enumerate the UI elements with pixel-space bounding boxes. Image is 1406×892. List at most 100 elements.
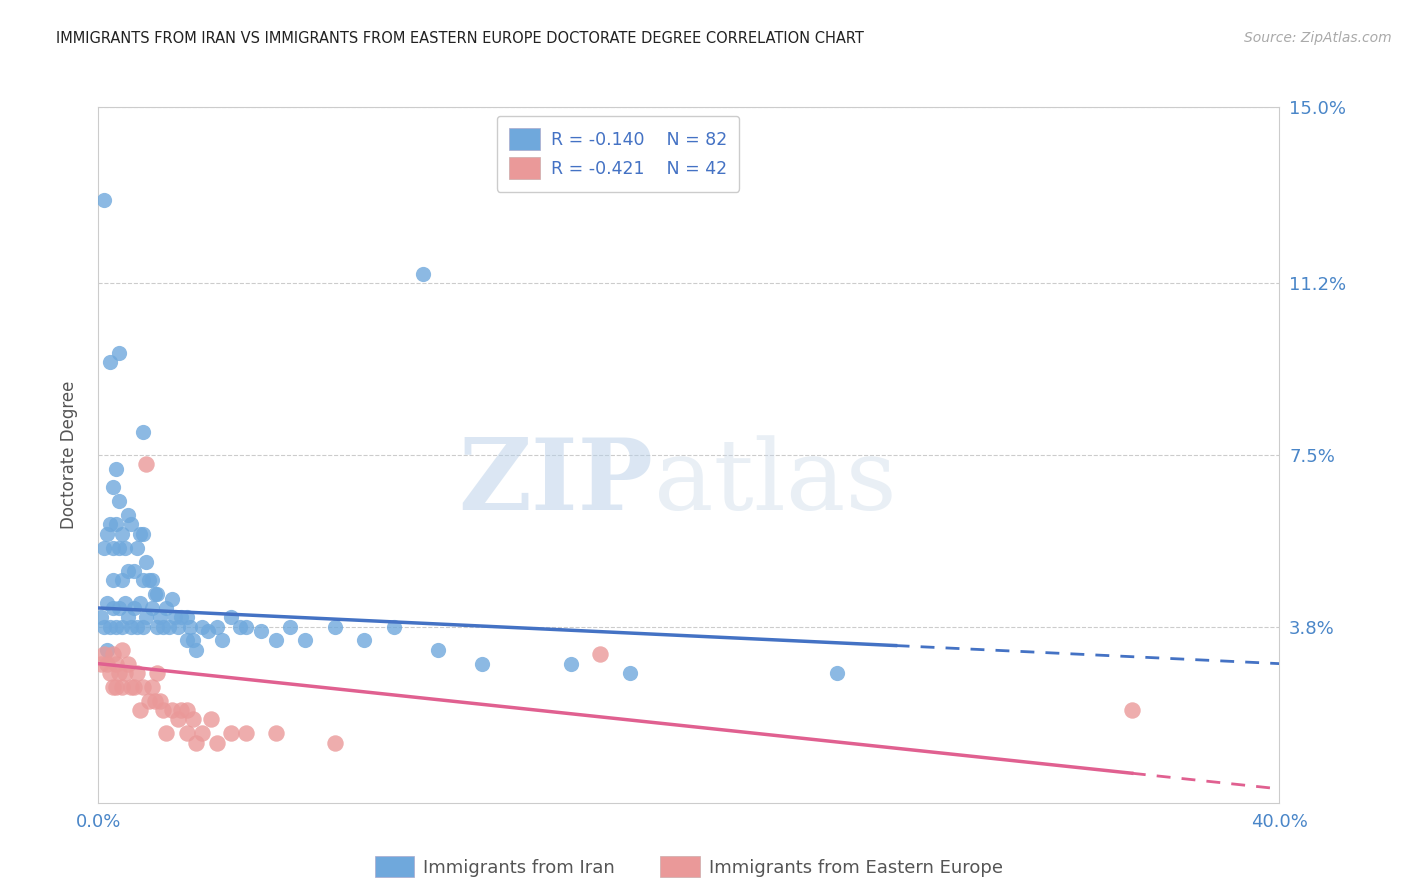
- Text: Source: ZipAtlas.com: Source: ZipAtlas.com: [1244, 31, 1392, 45]
- Point: [128, 596, 150, 610]
- Point: [122, 680, 145, 694]
- Point: [162, 703, 183, 717]
- Point: [211, 633, 233, 648]
- Point: [219, 610, 242, 624]
- Point: [103, 480, 125, 494]
- Point: [294, 633, 316, 648]
- Point: [264, 633, 287, 648]
- Point: [108, 665, 131, 680]
- Point: [120, 680, 142, 694]
- Point: [323, 735, 346, 749]
- Point: [184, 735, 207, 749]
- Point: [114, 541, 136, 555]
- Point: [117, 657, 139, 671]
- Point: [184, 642, 207, 657]
- Point: [560, 657, 582, 671]
- Point: [382, 619, 405, 633]
- Point: [471, 657, 494, 671]
- Point: [152, 619, 174, 633]
- Point: [114, 596, 136, 610]
- Point: [132, 573, 155, 587]
- Point: [93, 541, 115, 555]
- Point: [105, 619, 128, 633]
- Point: [167, 712, 190, 726]
- Point: [191, 726, 214, 740]
- Point: [103, 573, 125, 587]
- Point: [176, 633, 198, 648]
- Point: [93, 648, 115, 662]
- Point: [103, 648, 125, 662]
- Point: [120, 619, 142, 633]
- Point: [103, 541, 125, 555]
- Point: [105, 680, 128, 694]
- Y-axis label: Doctorate Degree: Doctorate Degree: [59, 381, 77, 529]
- Point: [128, 703, 150, 717]
- Point: [176, 726, 198, 740]
- Point: [117, 610, 139, 624]
- Point: [825, 665, 848, 680]
- Point: [138, 694, 160, 708]
- Point: [176, 703, 198, 717]
- Point: [235, 619, 257, 633]
- Point: [103, 680, 125, 694]
- Point: [235, 726, 257, 740]
- Point: [125, 619, 148, 633]
- Point: [200, 712, 222, 726]
- Point: [111, 526, 134, 541]
- Point: [98, 665, 121, 680]
- Point: [229, 619, 252, 633]
- Point: [135, 457, 157, 471]
- Point: [122, 564, 145, 578]
- Point: [98, 619, 121, 633]
- Point: [146, 665, 169, 680]
- Point: [90, 610, 112, 624]
- Point: [146, 587, 169, 601]
- Point: [125, 665, 148, 680]
- Point: [96, 642, 118, 657]
- Point: [146, 619, 169, 633]
- Point: [205, 619, 228, 633]
- Point: [132, 680, 155, 694]
- Point: [619, 665, 641, 680]
- Point: [141, 573, 163, 587]
- Point: [117, 564, 139, 578]
- Point: [111, 573, 134, 587]
- Point: [98, 517, 121, 532]
- Point: [170, 703, 193, 717]
- Point: [427, 642, 450, 657]
- Point: [250, 624, 273, 639]
- Point: [141, 680, 163, 694]
- Point: [278, 619, 302, 633]
- Point: [93, 619, 115, 633]
- Point: [165, 610, 187, 624]
- Point: [1121, 703, 1143, 717]
- Point: [105, 462, 128, 476]
- Point: [412, 267, 434, 281]
- Point: [143, 694, 166, 708]
- Point: [179, 619, 201, 633]
- Point: [93, 193, 115, 207]
- Point: [167, 619, 190, 633]
- Point: [191, 619, 214, 633]
- Point: [162, 591, 183, 606]
- Point: [135, 555, 157, 569]
- Point: [108, 494, 131, 508]
- Point: [114, 665, 136, 680]
- Point: [152, 703, 174, 717]
- Point: [108, 601, 131, 615]
- Point: [117, 508, 139, 523]
- Point: [155, 601, 177, 615]
- Point: [111, 642, 134, 657]
- Text: IMMIGRANTS FROM IRAN VS IMMIGRANTS FROM EASTERN EUROPE DOCTORATE DEGREE CORRELAT: IMMIGRANTS FROM IRAN VS IMMIGRANTS FROM …: [56, 31, 865, 46]
- Point: [96, 657, 118, 671]
- Point: [205, 735, 228, 749]
- Point: [108, 541, 131, 555]
- Point: [353, 633, 375, 648]
- Point: [138, 573, 160, 587]
- Point: [105, 657, 128, 671]
- Point: [157, 619, 180, 633]
- Point: [132, 619, 155, 633]
- Point: [197, 624, 219, 639]
- Point: [108, 346, 131, 360]
- Point: [122, 601, 145, 615]
